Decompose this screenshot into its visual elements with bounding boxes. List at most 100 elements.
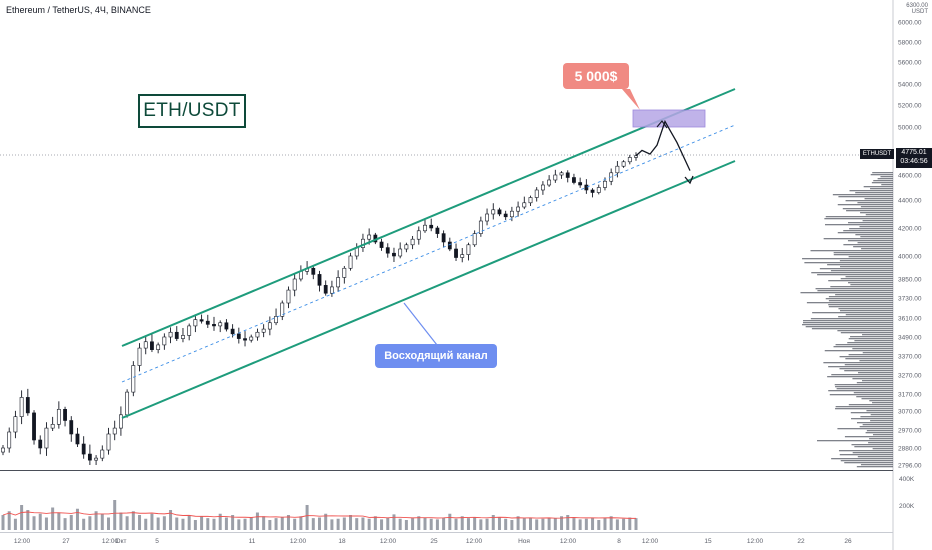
volume-profile-bar <box>852 348 893 350</box>
volume-profile-bar <box>861 398 893 400</box>
volume-profile-bar <box>862 334 893 336</box>
volume-bar <box>107 517 110 530</box>
volume-profile-bar <box>831 458 893 460</box>
channel-lower-line <box>121 160 736 419</box>
volume-bar <box>349 515 353 530</box>
volume-bar <box>38 513 42 530</box>
volume-profile-bar <box>880 176 893 178</box>
volume-profile-bar <box>864 198 893 200</box>
volume-bar <box>237 519 241 530</box>
volume-bar <box>324 513 328 530</box>
volume-profile-bar <box>849 228 893 230</box>
volume-bar <box>442 517 446 530</box>
candle-body <box>572 177 576 183</box>
volume-bar <box>187 515 191 530</box>
price-tick-label: 2796.00 <box>898 463 922 470</box>
volume-profile-bar <box>848 282 893 284</box>
candle-body <box>553 174 558 181</box>
candle-body <box>143 341 148 349</box>
volume-ma-line <box>2 511 636 519</box>
price-tick-label: 5400.00 <box>898 82 922 89</box>
volume-profile-bar <box>848 404 893 406</box>
candle-body <box>435 227 440 234</box>
volume-profile-bar <box>810 250 893 252</box>
volume-bar <box>454 518 458 530</box>
volume-profile-bar <box>828 296 893 298</box>
volume-profile-bar <box>831 374 893 376</box>
volume-profile-bar <box>853 246 893 248</box>
volume-profile-bar <box>862 352 893 354</box>
volume-profile-bar <box>863 186 893 188</box>
volume-bar <box>597 520 601 530</box>
candle-body <box>125 391 130 416</box>
channel-label: Восходящий канал <box>375 344 497 368</box>
volume-bar <box>125 516 129 530</box>
volume-profile-bar <box>837 232 893 234</box>
price-tick-label: 2880.00 <box>898 446 922 453</box>
volume-bar <box>566 515 570 530</box>
volume-profile-bar <box>868 442 893 444</box>
currency-label: USDT <box>912 9 929 15</box>
volume-profile-bar <box>833 346 893 348</box>
volume-bar <box>318 517 321 530</box>
volume-bar <box>578 519 582 530</box>
volume-bar <box>212 518 216 530</box>
candle-body <box>367 234 372 240</box>
volume-profile-bar <box>824 224 893 226</box>
volume-bar <box>473 517 477 530</box>
volume-profile-bar <box>827 264 893 266</box>
volume-bar <box>119 512 123 530</box>
volume-bar <box>175 517 179 530</box>
projected-path <box>635 119 691 171</box>
candle-body <box>330 286 334 294</box>
volume-bar <box>286 515 290 530</box>
candle-body <box>69 420 74 435</box>
volume-bar <box>634 518 638 530</box>
candle-body <box>541 184 545 191</box>
volume-bar <box>547 517 551 530</box>
volume-bar <box>255 512 259 530</box>
chart-header: Ethereum / TetherUS, 4Ч, BINANCE <box>6 5 151 15</box>
volume-profile-bar <box>836 388 893 390</box>
volume-profile-bar <box>857 372 893 374</box>
volume-bar <box>268 520 272 530</box>
candle-body <box>385 247 390 254</box>
volume-profile-bar <box>838 196 893 198</box>
volume-profile-bar <box>811 328 893 330</box>
volume-profile-bar <box>817 274 893 276</box>
volume-profile-bar <box>823 362 893 364</box>
time-tick-label: 12:00 <box>560 538 577 545</box>
volume-bar <box>243 518 247 530</box>
volume-bar <box>51 507 55 530</box>
volume-bar <box>224 517 228 530</box>
volume-profile-bar <box>828 280 893 282</box>
volume-profile-bar <box>852 378 893 380</box>
volume-profile-bar <box>852 452 893 454</box>
volume-bar <box>535 519 539 530</box>
candle-body <box>559 172 564 176</box>
candle-body <box>292 278 297 291</box>
volume-profile-bar <box>865 214 893 216</box>
volume-bar <box>466 518 470 530</box>
volume-profile-bar <box>828 366 893 368</box>
volume-profile-bar <box>866 430 893 432</box>
volume-profile-bar <box>872 402 893 404</box>
volume-profile-bar <box>870 174 893 176</box>
candle-body <box>230 328 235 335</box>
volume-profile-bar <box>815 288 893 290</box>
volume-profile-bar <box>835 408 893 410</box>
volume-bar <box>417 516 421 530</box>
candle-body <box>168 331 173 338</box>
volume-bar <box>75 508 79 530</box>
candle-body <box>13 416 18 433</box>
volume-bar <box>497 517 501 530</box>
volume-profile-bar <box>848 354 893 356</box>
volume-profile-bar <box>872 434 893 436</box>
volume-profile-bar <box>881 184 893 186</box>
volume-profile-bar <box>824 350 893 352</box>
volume-bar <box>181 518 185 530</box>
volume-bar <box>44 517 48 530</box>
candle-body <box>441 233 446 243</box>
volume-profile-bar <box>845 276 893 278</box>
